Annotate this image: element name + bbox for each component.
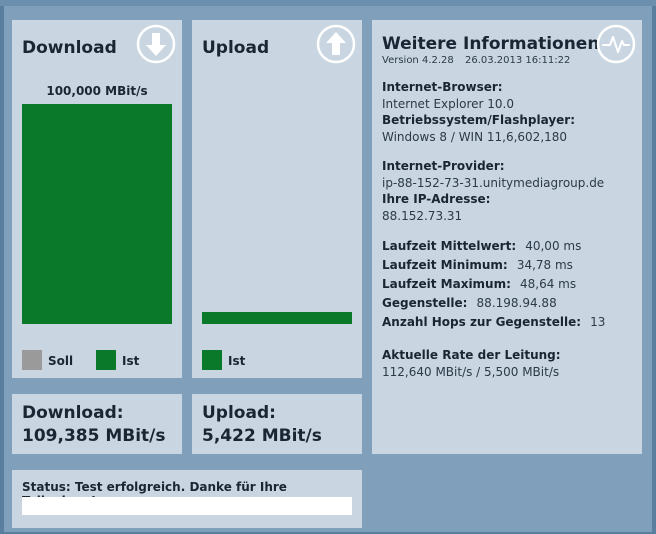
download-title: Download [22, 38, 117, 58]
provider-value: ip-88-152-73-31.unitymediagroup.de [382, 175, 605, 190]
latency-min-value: 34,78 ms [516, 258, 573, 272]
remote-value: 88.198.94.88 [476, 296, 557, 310]
info-panel: Weitere Informationen Version 4.2.28 26.… [372, 20, 642, 454]
rate-value: 112,640 MBit/s / 5,500 MBit/s [382, 364, 560, 379]
download-bar-ist [22, 104, 172, 324]
latency-max-value: 48,64 ms [520, 277, 577, 291]
provider-label: Internet-Provider: [382, 159, 505, 173]
hops-row: Anzahl Hops zur Gegenstelle: 13 [382, 312, 605, 331]
upload-legend-ist-swatch [202, 350, 222, 370]
arrow-up-circle-icon [316, 24, 356, 64]
latency-avg-row: Laufzeit Mittelwert: 40,00 ms [382, 236, 605, 255]
browser-info: Internet-Browser: Internet Explorer 10.0… [382, 80, 575, 145]
legend-ist-label: Ist [122, 354, 140, 368]
ip-value: 88.152.73.31 [382, 208, 463, 223]
legend-soll-label: Soll [48, 354, 74, 368]
hops-label: Anzahl Hops zur Gegenstelle: [382, 315, 582, 329]
date-text: 26.03.2013 16:11:22 [465, 55, 571, 66]
browser-value: Internet Explorer 10.0 [382, 96, 514, 111]
download-bar-label: 100,000 MBit/s [46, 84, 148, 98]
download-result-panel: Download: 109,385 MBit/s [12, 394, 182, 454]
latency-avg-value: 40,00 ms [525, 239, 582, 253]
top-strip [0, 0, 656, 6]
download-panel: Download 100,000 MBit/s Soll Ist [12, 20, 182, 378]
os-label: Betriebssystem/Flashplayer: [382, 113, 575, 127]
latency-max-label: Laufzeit Maximum: [382, 277, 511, 291]
upload-legend-ist-label: Ist [228, 354, 246, 368]
remote-row: Gegenstelle: 88.198.94.88 [382, 293, 605, 312]
upload-bar-ist [202, 312, 352, 324]
download-result-value: 109,385 MBit/s [22, 426, 166, 446]
status-panel: Status: Test erfolgreich. Danke für Ihre… [12, 470, 362, 528]
upload-result-label: Upload: [202, 403, 276, 423]
upload-panel: Upload Ist [192, 20, 362, 378]
arrow-down-circle-icon [136, 24, 176, 64]
latency-min-row: Laufzeit Minimum: 34,78 ms [382, 255, 605, 274]
ip-label: Ihre IP-Adresse: [382, 192, 491, 206]
upload-result-value: 5,422 MBit/s [202, 426, 322, 446]
legend-ist-swatch [96, 350, 116, 370]
pulse-circle-icon [596, 24, 636, 64]
latency-avg-label: Laufzeit Mittelwert: [382, 239, 517, 253]
rate-label: Aktuelle Rate der Leitung: [382, 348, 561, 362]
rate-info: Aktuelle Rate der Leitung: 112,640 MBit/… [382, 348, 561, 380]
download-result-label: Download: [22, 403, 124, 423]
version-text: Version 4.2.28 [382, 55, 454, 66]
legend-soll-swatch [22, 350, 42, 370]
upload-title: Upload [202, 38, 270, 58]
os-value: Windows 8 / WIN 11,6,602,180 [382, 129, 568, 144]
upload-result-panel: Upload: 5,422 MBit/s [192, 394, 362, 454]
hops-value: 13 [590, 315, 606, 329]
browser-label: Internet-Browser: [382, 80, 503, 94]
status-progress-bar [22, 497, 352, 515]
latency-info: Laufzeit Mittelwert: 40,00 ms Laufzeit M… [382, 236, 605, 331]
info-title: Weitere Informationen [382, 34, 600, 54]
latency-max-row: Laufzeit Maximum: 48,64 ms [382, 274, 605, 293]
latency-min-label: Laufzeit Minimum: [382, 258, 508, 272]
provider-info: Internet-Provider: ip-88-152-73-31.unity… [382, 159, 604, 224]
remote-label: Gegenstelle: [382, 296, 468, 310]
